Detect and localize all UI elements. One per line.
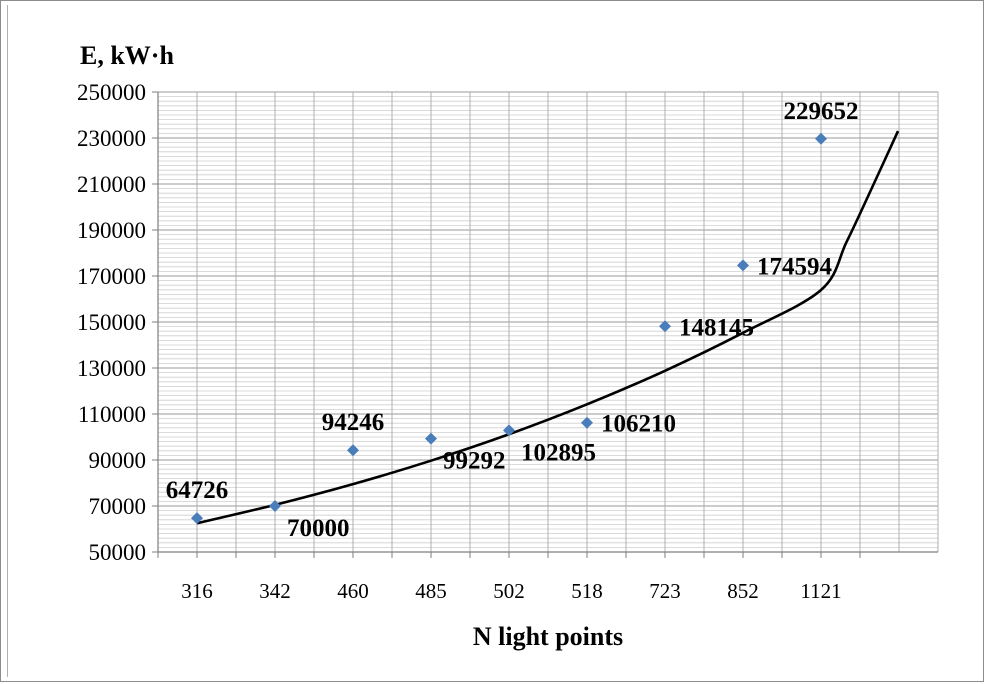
trendline-layer [196,130,900,525]
x-tick-label: 485 [415,579,447,603]
data-points [191,132,827,525]
data-label-148145: 148145 [679,314,754,341]
data-point-99292 [425,432,437,445]
x-tick-label: 342 [259,579,291,603]
trendline [196,130,900,525]
y-tick-label: 110000 [78,402,146,427]
data-label-99292: 99292 [443,448,506,475]
x-tick-label: 460 [337,579,369,603]
data-point-64726 [191,512,203,525]
y-tick-label: 250000 [77,80,146,105]
data-point-148145 [659,320,671,333]
x-axis-title: N light points [473,622,623,651]
x-tick-label: 852 [727,579,759,603]
data-label-106210: 106210 [601,411,676,438]
y-tick-label: 230000 [77,126,146,151]
data-point-94246 [347,444,359,457]
y-tick-label: 70000 [89,494,147,519]
y-tick-label: 90000 [89,448,147,473]
data-label-102895: 102895 [521,439,596,466]
data-point-70000 [269,500,281,512]
y-tick-label: 150000 [77,310,146,335]
data-point-174594 [737,259,749,272]
y-tick-label: 190000 [77,218,146,243]
data-label-229652: 229652 [784,98,859,125]
data-label-70000: 70000 [287,515,350,542]
x-tick-label: 502 [493,579,525,603]
data-label-174594: 174594 [757,253,833,280]
y-tick-label: 130000 [77,356,146,381]
x-tick-label: 723 [649,579,681,603]
data-point-229652 [815,132,827,145]
data-label-64726: 64726 [166,477,229,504]
y-tick-label: 50000 [89,540,147,565]
data-label-94246: 94246 [322,409,385,436]
data-point-102895 [503,424,515,437]
y-tick-label: 210000 [77,172,146,197]
y-tick-label: 170000 [77,264,146,289]
axes: 50000 70000 90000 110000 130000 150000 170000 1… [77,80,938,603]
data-point-106210 [581,416,593,429]
y-axis-title: E, kW·h [80,41,174,70]
x-tick-label: 316 [181,579,213,603]
x-tick-label: 518 [571,579,603,603]
grid [157,91,939,553]
x-tick-label: 1121 [800,579,841,603]
